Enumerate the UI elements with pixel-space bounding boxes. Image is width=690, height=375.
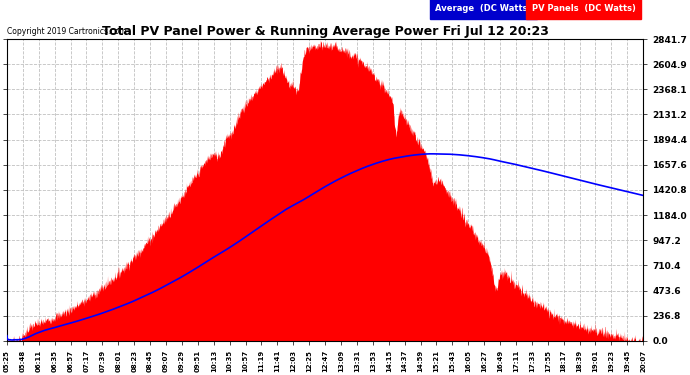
Text: Copyright 2019 Cartronics.com: Copyright 2019 Cartronics.com <box>7 27 126 36</box>
Title: Total PV Panel Power & Running Average Power Fri Jul 12 20:23: Total PV Panel Power & Running Average P… <box>101 25 549 38</box>
Legend: Average  (DC Watts), PV Panels  (DC Watts): Average (DC Watts), PV Panels (DC Watts) <box>432 1 639 17</box>
